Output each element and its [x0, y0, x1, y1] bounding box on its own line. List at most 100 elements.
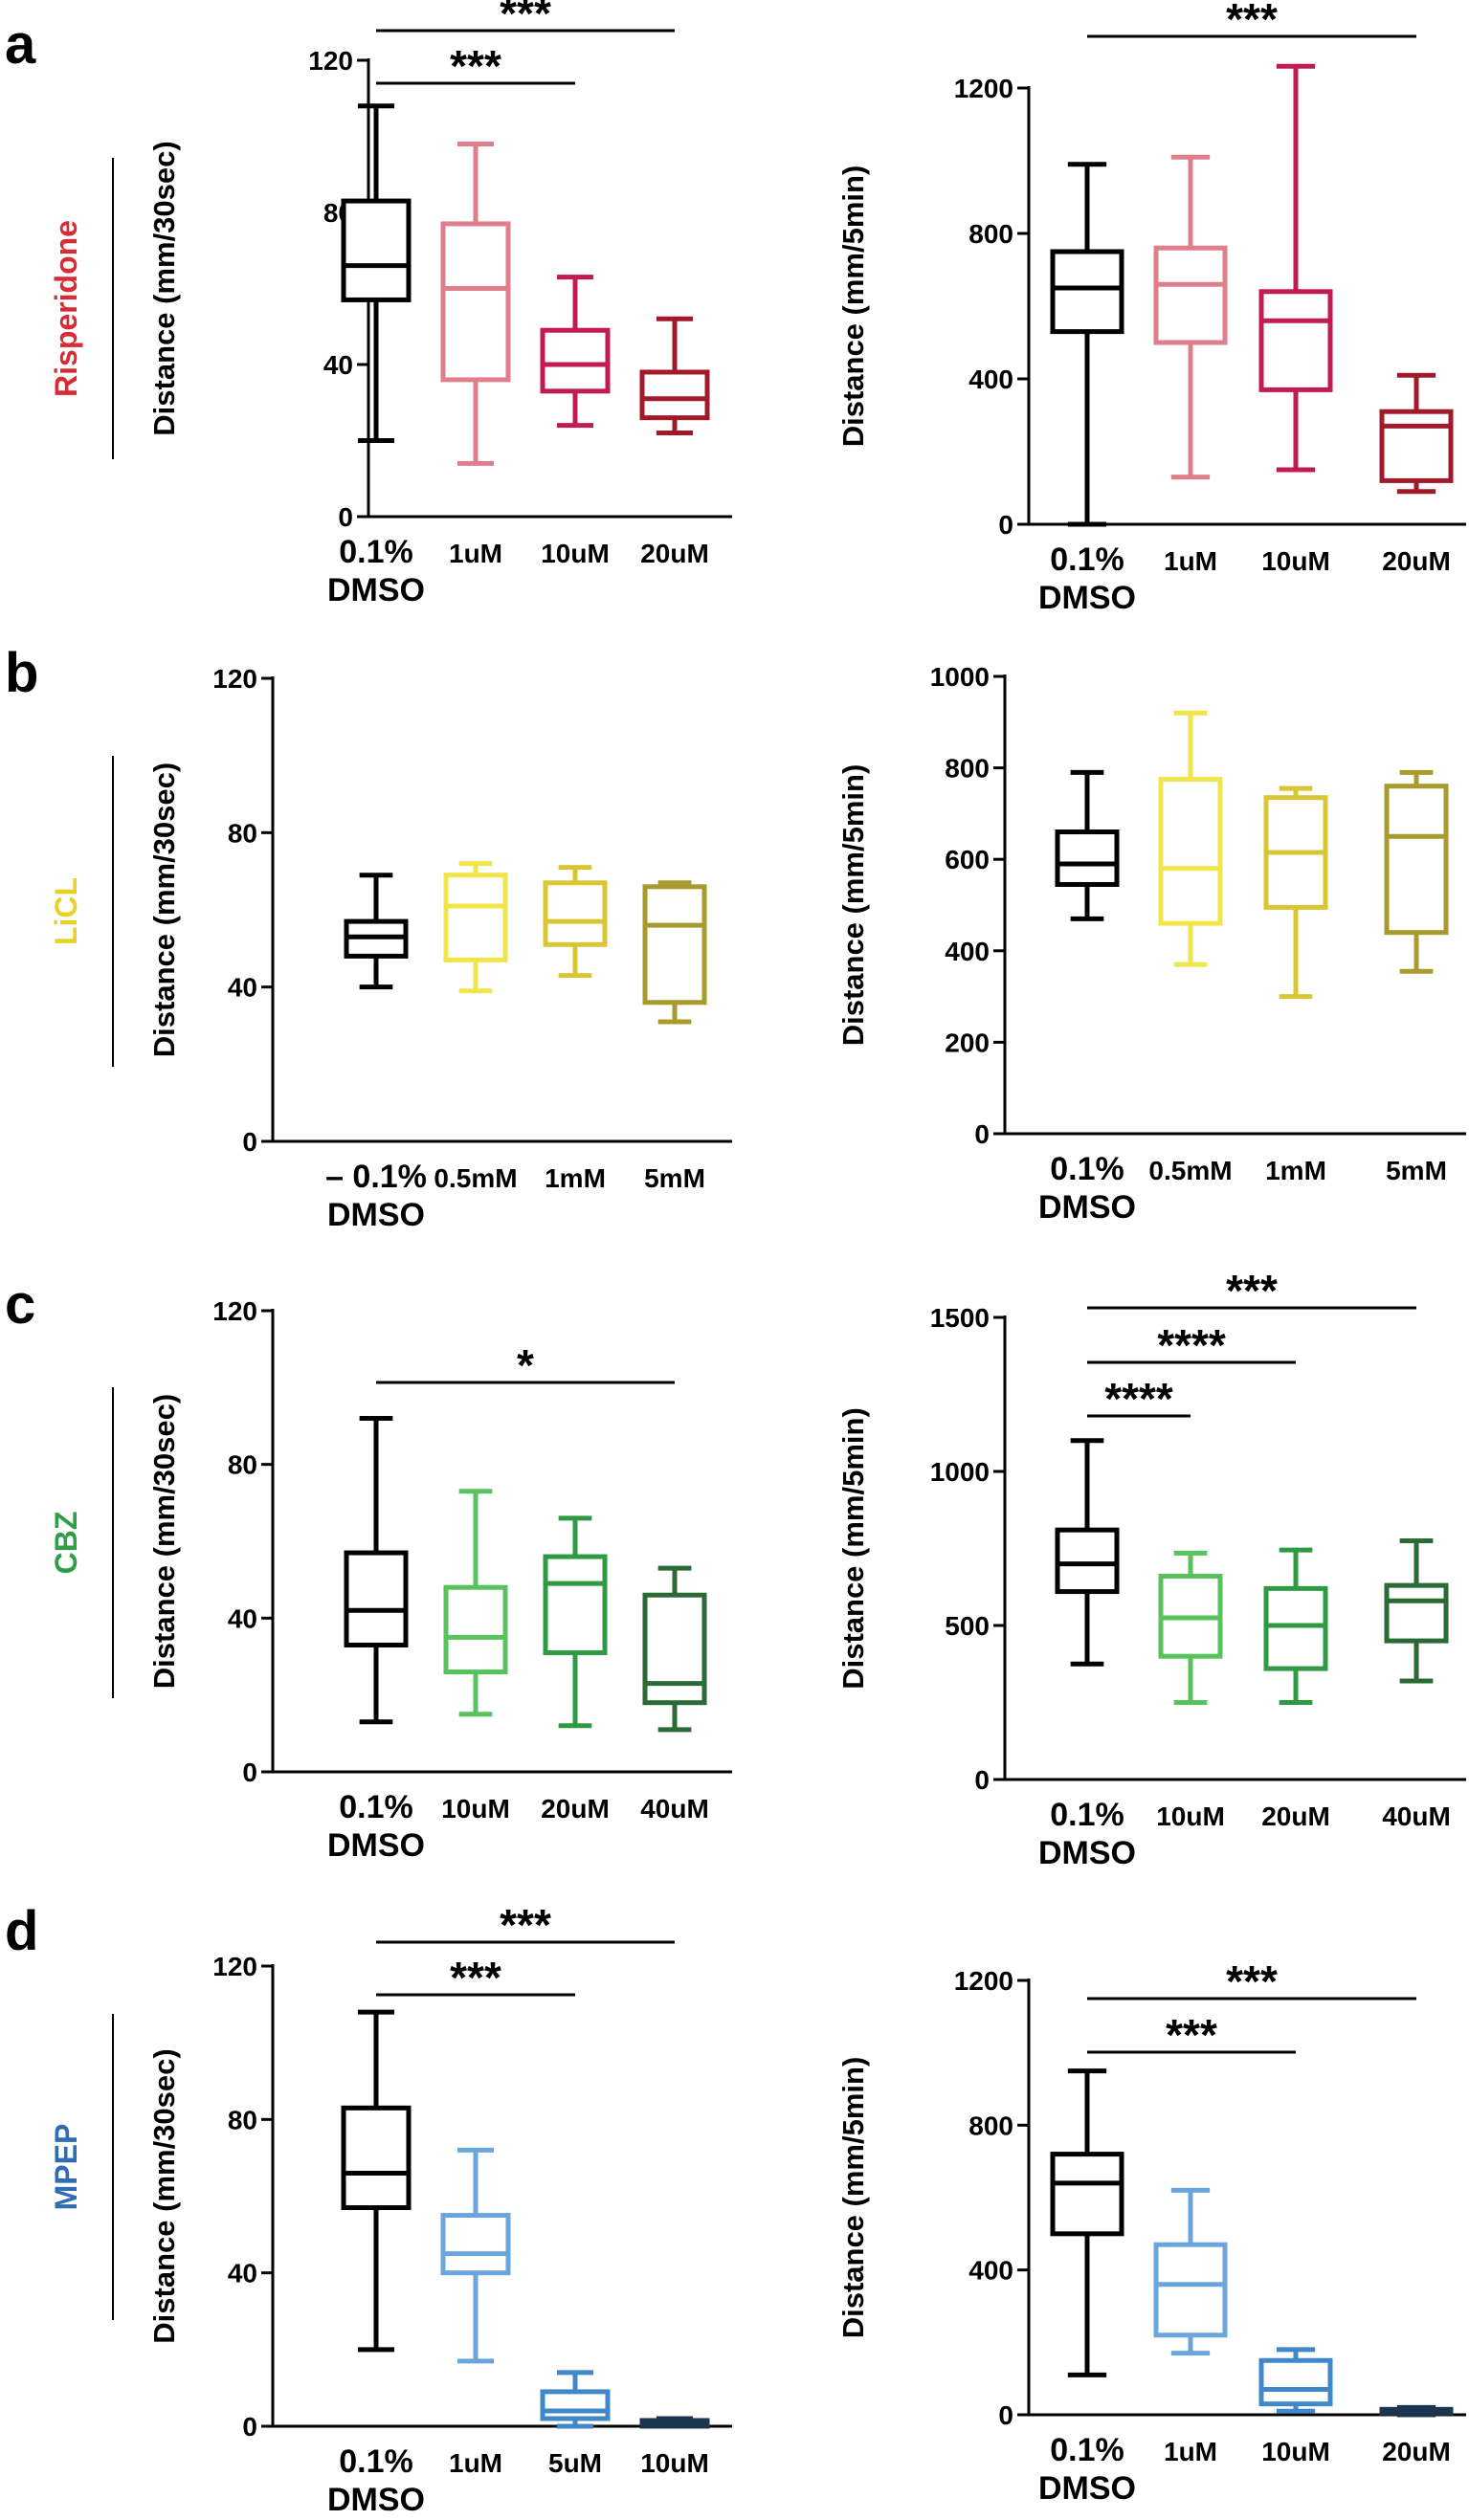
- box-iqr: [642, 1592, 707, 1706]
- y-tick-label: 1000: [930, 1457, 990, 1487]
- x-tick-label: 1uM: [1164, 2437, 1217, 2466]
- x-tick-label: 20uM: [1382, 546, 1451, 576]
- significance-label: ***: [450, 41, 501, 91]
- chart-c-5min: 0 500 1000 1500 Distance (mm/5min) 0.1%DMSO 10…: [836, 1266, 1466, 1871]
- drug-label: MPEP: [49, 2124, 83, 2211]
- box-iqr: [540, 327, 611, 394]
- box-iqr: [1384, 1582, 1449, 1644]
- y-tick-label: 80: [228, 2105, 257, 2134]
- y-tick-label: 40: [228, 1603, 257, 1633]
- x-tick-label: DMSO: [327, 2482, 425, 2518]
- box-iqr: [341, 198, 412, 302]
- box-iqr: [543, 880, 608, 947]
- box-plot: [440, 2147, 511, 2364]
- y-tick-label: 1200: [954, 74, 1013, 103]
- y-tick-label: 400: [968, 365, 1013, 394]
- chart-d-5min: 0 400 800 1200 Distance (mm/5min) 0.1%DMSO 1uM…: [836, 1956, 1466, 2507]
- y-tick-label: 120: [308, 46, 353, 76]
- box-plot: [1158, 710, 1223, 967]
- box-iqr: [344, 1550, 409, 1647]
- y-tick-label: 40: [228, 973, 257, 1003]
- box-iqr: [341, 2105, 412, 2211]
- drug-label: CBZ: [49, 1512, 83, 1575]
- x-tick-label: DMSO: [1038, 1835, 1136, 1871]
- y-tick-label: 40: [228, 2259, 257, 2288]
- box-plot: [540, 2370, 611, 2429]
- x-tick-label: DMSO: [327, 1197, 425, 1233]
- y-tick-label: 0: [974, 1119, 990, 1149]
- chart-c-30sec: 0 40 80 120 Distance (mm/30sec) 0.1%DMSO 10uM 2…: [147, 1296, 732, 1864]
- y-tick-label: 1000: [930, 662, 990, 692]
- x-tick-label: 10uM: [541, 539, 610, 568]
- x-tick-label: 0.1%: [1050, 1151, 1124, 1187]
- significance-label: ****: [1157, 1320, 1226, 1370]
- x-tick-label: 0.1%: [1050, 1797, 1124, 1833]
- chart-b-30sec: 0 40 80 120 Distance (mm/30sec) – 0.1%DMSO 0.5…: [147, 664, 732, 1233]
- box-plot: [443, 861, 508, 994]
- x-tick-label: 10uM: [640, 2448, 709, 2478]
- y-tick-label: 0: [338, 502, 353, 532]
- box-plot: [440, 141, 511, 466]
- x-tick-label: 5uM: [548, 2448, 602, 2478]
- y-axis-label: Distance (mm/30sec): [147, 763, 181, 1057]
- chart-d-30sec: 0 40 80 120 Distance (mm/30sec) 0.1%DMSO 1uM 5u…: [147, 1900, 732, 2518]
- y-tick-label: 400: [968, 2256, 1013, 2286]
- box-plot: [1379, 372, 1454, 495]
- box-plot: [1153, 2187, 1228, 2356]
- box-iqr: [1379, 409, 1454, 483]
- box-plot: [341, 103, 412, 443]
- box-iqr: [1153, 2242, 1228, 2338]
- x-tick-label: DMSO: [1038, 580, 1136, 616]
- x-tick-label: 0.1%: [339, 1789, 413, 1825]
- box-plot: [1158, 1550, 1223, 1705]
- x-tick-label: DMSO: [327, 572, 425, 608]
- y-axis-label: Distance (mm/5min): [836, 1407, 870, 1690]
- box-plot: [1050, 162, 1124, 527]
- significance-label: ***: [1226, 1266, 1278, 1315]
- box-plot: [1258, 2347, 1333, 2414]
- box-plot: [1050, 2068, 1124, 2377]
- y-axis-label: Distance (mm/30sec): [147, 141, 181, 435]
- box-plot: [443, 1489, 508, 1717]
- y-axis-label: Distance (mm/5min): [836, 166, 870, 448]
- box-plot: [639, 2416, 710, 2429]
- y-tick-label: 0: [998, 2400, 1013, 2430]
- x-tick-label: 20uM: [1261, 1802, 1330, 1831]
- box-plot: [344, 1415, 409, 1725]
- x-tick-label: 20uM: [541, 1794, 610, 1824]
- box-iqr: [1055, 829, 1120, 887]
- box-plot: [642, 1565, 707, 1733]
- box-plot: [344, 873, 409, 990]
- box-plot: [543, 865, 608, 979]
- y-tick-label: 120: [212, 1296, 257, 1326]
- box-iqr: [1055, 1527, 1120, 1595]
- box-plot: [1258, 63, 1333, 473]
- box-iqr: [1258, 289, 1333, 392]
- y-tick-label: 0: [242, 2412, 257, 2442]
- box-plot: [540, 275, 611, 429]
- x-tick-label: 10uM: [1156, 1802, 1225, 1831]
- x-tick-label: 1uM: [1164, 546, 1217, 576]
- y-tick-label: 400: [945, 937, 990, 966]
- box-plot: [1153, 154, 1228, 480]
- y-tick-label: 80: [228, 1450, 257, 1480]
- box-iqr: [642, 884, 707, 1006]
- y-tick-label: 0: [998, 510, 1013, 540]
- x-tick-label: DMSO: [1038, 2470, 1136, 2507]
- y-tick-label: 600: [945, 845, 990, 874]
- box-iqr: [440, 2213, 511, 2276]
- x-tick-label: 0.1%: [1050, 2432, 1124, 2468]
- y-tick-label: 0: [242, 1127, 257, 1157]
- x-tick-label: 1mM: [1265, 1156, 1326, 1185]
- significance-label: ***: [1226, 1956, 1278, 2006]
- y-tick-label: 1500: [930, 1303, 990, 1333]
- x-tick-label: 5mM: [644, 1163, 705, 1193]
- box-plot: [1263, 1547, 1328, 1705]
- x-tick-label: 1uM: [449, 2448, 502, 2478]
- y-axis-label: Distance (mm/30sec): [147, 1394, 181, 1689]
- box-iqr: [1258, 2357, 1333, 2407]
- panel-letter: b: [5, 642, 38, 704]
- x-tick-label: 0.1%: [339, 2443, 413, 2480]
- drug-label: LiCL: [49, 877, 83, 945]
